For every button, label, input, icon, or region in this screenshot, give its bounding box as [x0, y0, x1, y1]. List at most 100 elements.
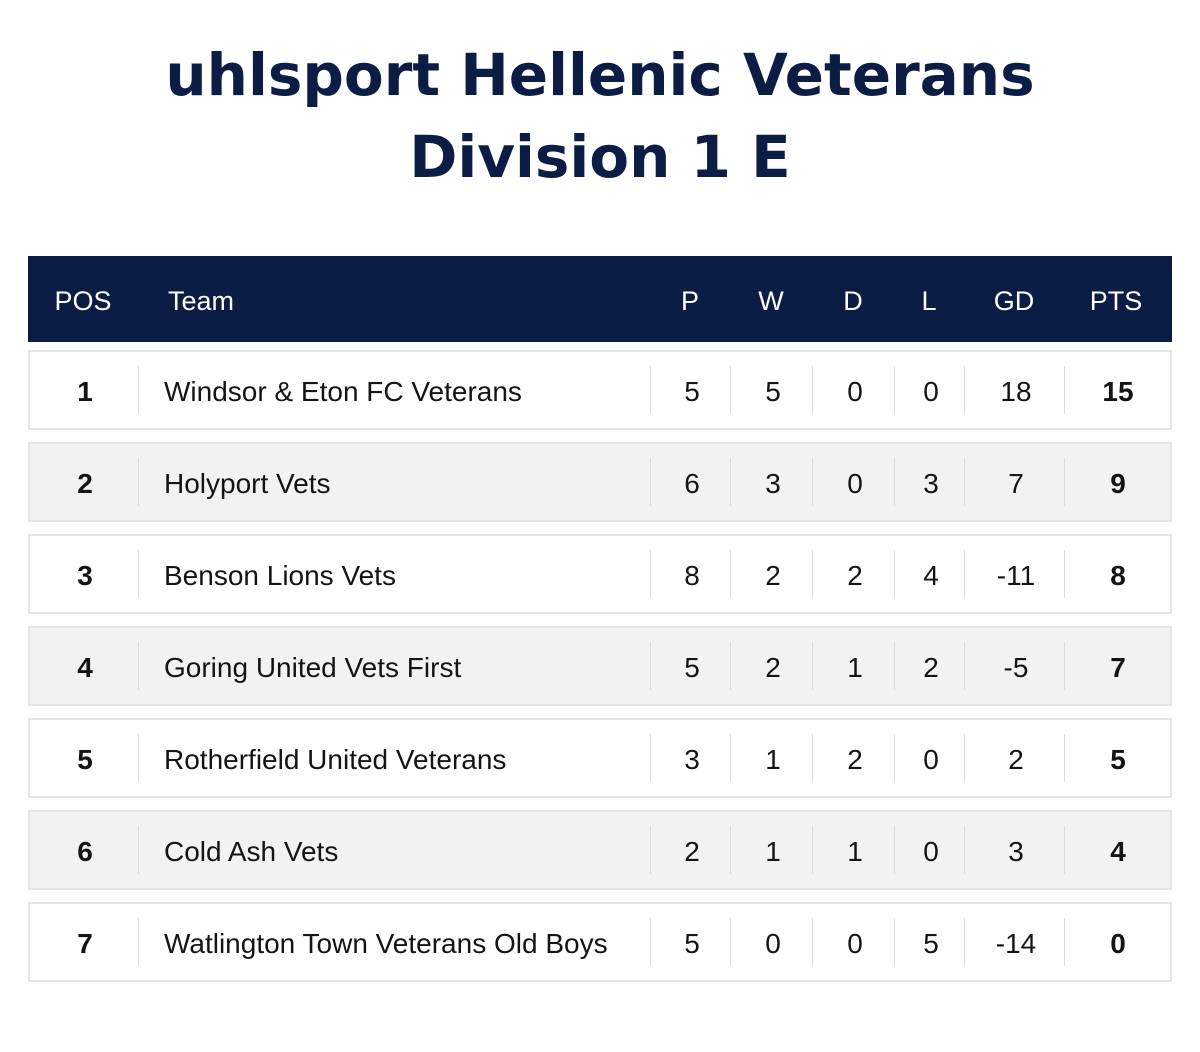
row-lost: 0	[923, 376, 939, 407]
column-divider	[1064, 550, 1065, 598]
row-won: 3	[765, 468, 781, 499]
row-position: 5	[77, 744, 93, 775]
header-points[interactable]: PTS	[1089, 286, 1143, 316]
column-divider	[894, 366, 895, 414]
row-lost: 2	[923, 652, 939, 683]
column-divider	[1064, 826, 1065, 874]
column-divider	[730, 826, 731, 874]
row-won: 2	[765, 560, 781, 591]
table-row[interactable]: 6 Cold Ash Vets 2 1 1 0 3 4	[28, 810, 1172, 890]
column-divider	[650, 642, 651, 690]
column-divider	[894, 642, 895, 690]
table-row[interactable]: 2 Holyport Vets 6 3 0 3 7 9	[28, 442, 1172, 522]
row-played: 5	[684, 652, 700, 683]
column-divider	[964, 550, 965, 598]
row-position: 4	[77, 652, 93, 683]
row-team-name[interactable]: Benson Lions Vets	[164, 560, 396, 591]
header-team[interactable]: Team	[168, 286, 235, 316]
table-row[interactable]: 3 Benson Lions Vets 8 2 2 4 -11 8	[28, 534, 1172, 614]
row-goal-difference: -14	[995, 928, 1037, 959]
table-body: 1 Windsor & Eton FC Veterans 5 5 0 0 18 …	[28, 350, 1172, 982]
column-divider	[894, 734, 895, 782]
row-drawn: 2	[847, 744, 863, 775]
header-played[interactable]: P	[680, 286, 699, 316]
column-divider	[964, 918, 965, 966]
column-divider	[650, 550, 651, 598]
row-position: 2	[77, 468, 93, 499]
header-drawn[interactable]: D	[843, 286, 863, 316]
row-team-name[interactable]: Rotherfield United Veterans	[164, 744, 507, 775]
row-drawn: 1	[847, 836, 863, 867]
row-team-name[interactable]: Watlington Town Veterans Old Boys	[164, 928, 608, 959]
standings-table: POS Team P W D L GD PTS 1 Windsor & Eton…	[28, 256, 1172, 994]
table-row[interactable]: 1 Windsor & Eton FC Veterans 5 5 0 0 18 …	[28, 350, 1172, 430]
row-won: 5	[765, 376, 781, 407]
table-row[interactable]: 5 Rotherfield United Veterans 3 1 2 0 2 …	[28, 718, 1172, 798]
column-divider	[812, 458, 813, 506]
row-points: 0	[1110, 928, 1126, 959]
header-goal-difference[interactable]: GD	[993, 286, 1035, 316]
column-divider	[894, 458, 895, 506]
row-played: 2	[684, 836, 700, 867]
column-divider	[964, 642, 965, 690]
row-drawn: 0	[847, 468, 863, 499]
table-row[interactable]: 7 Watlington Town Veterans Old Boys 5 0 …	[28, 902, 1172, 982]
row-team-name[interactable]: Cold Ash Vets	[164, 836, 339, 867]
column-divider	[138, 826, 139, 874]
row-team-name[interactable]: Windsor & Eton FC Veterans	[164, 376, 522, 407]
column-divider	[650, 918, 651, 966]
column-divider	[730, 550, 731, 598]
row-points: 8	[1110, 560, 1126, 591]
row-lost: 0	[923, 744, 939, 775]
row-goal-difference: 3	[1008, 836, 1024, 867]
row-position: 1	[77, 376, 93, 407]
row-won: 1	[765, 836, 781, 867]
row-points: 7	[1110, 652, 1126, 683]
row-played: 6	[684, 468, 700, 499]
row-goal-difference: 2	[1008, 744, 1024, 775]
row-points: 15	[1102, 376, 1134, 407]
row-position: 6	[77, 836, 93, 867]
column-divider	[650, 826, 651, 874]
row-drawn: 2	[847, 560, 863, 591]
column-divider	[812, 734, 813, 782]
column-divider	[138, 458, 139, 506]
column-divider	[812, 918, 813, 966]
column-divider	[812, 550, 813, 598]
column-divider	[650, 458, 651, 506]
column-divider	[1064, 642, 1065, 690]
row-points: 9	[1110, 468, 1126, 499]
header-won[interactable]: W	[758, 286, 784, 316]
row-goal-difference: 18	[1000, 376, 1032, 407]
row-position: 7	[77, 928, 93, 959]
column-divider	[138, 734, 139, 782]
column-divider	[138, 550, 139, 598]
row-won: 2	[765, 652, 781, 683]
row-team-name[interactable]: Holyport Vets	[164, 468, 331, 499]
column-divider	[894, 826, 895, 874]
row-points: 4	[1110, 836, 1126, 867]
column-divider	[964, 826, 965, 874]
column-divider	[730, 918, 731, 966]
row-lost: 0	[923, 836, 939, 867]
row-points: 5	[1110, 744, 1126, 775]
column-divider	[964, 458, 965, 506]
row-team-name[interactable]: Goring United Vets First	[164, 652, 462, 683]
row-played: 3	[684, 744, 700, 775]
header-pos[interactable]: POS	[54, 286, 112, 316]
header-lost[interactable]: L	[921, 286, 937, 316]
column-divider	[650, 734, 651, 782]
row-goal-difference: -11	[996, 560, 1036, 591]
column-divider	[138, 366, 139, 414]
column-divider	[1064, 458, 1065, 506]
column-divider	[138, 642, 139, 690]
column-divider	[730, 458, 731, 506]
row-lost: 3	[923, 468, 939, 499]
table-row[interactable]: 4 Goring United Vets First 5 2 1 2 -5 7	[28, 626, 1172, 706]
row-played: 5	[684, 928, 700, 959]
column-divider	[1064, 918, 1065, 966]
row-drawn: 0	[847, 376, 863, 407]
row-played: 8	[684, 560, 700, 591]
column-divider	[964, 734, 965, 782]
column-divider	[138, 918, 139, 966]
